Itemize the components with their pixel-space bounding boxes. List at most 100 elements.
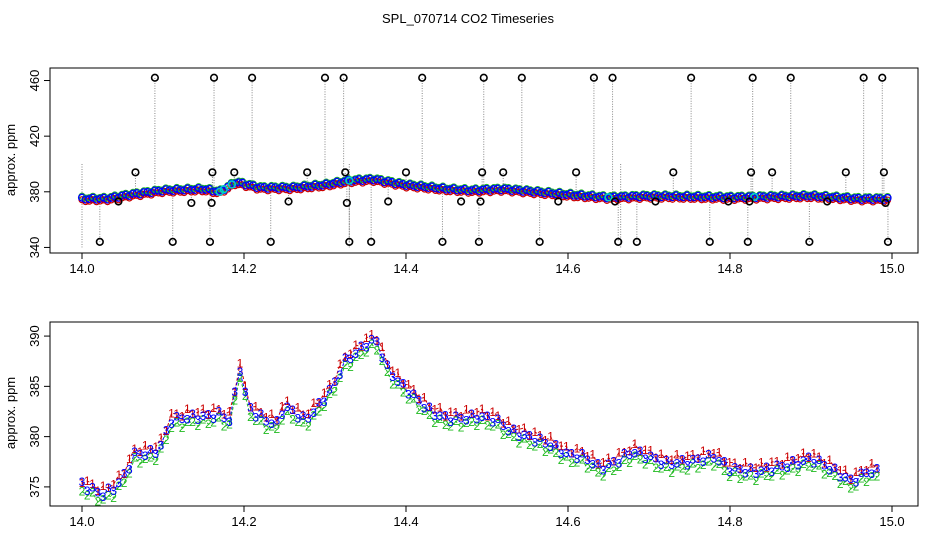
bottom-panel-marker-2: 2 <box>205 417 212 431</box>
bottom-panel-marker-3: 3 <box>810 457 817 471</box>
bottom-panel-marker-2: 2 <box>194 419 201 433</box>
bottom-panel-marker-1: 1 <box>647 443 654 457</box>
bottom-panel-marker-1: 1 <box>337 357 344 371</box>
bottom-panel-marker-2: 2 <box>295 415 302 429</box>
bottom-panel-marker-1: 1 <box>126 452 133 466</box>
bottom-panel-marker-1: 1 <box>137 445 144 459</box>
bottom-panel-marker-2: 2 <box>710 459 717 473</box>
bottom-panel-marker-3: 3 <box>568 446 575 460</box>
top-panel-outlier <box>168 237 177 246</box>
bottom-panel-marker-3: 3 <box>163 423 170 437</box>
bottom-panel-marker-2: 2 <box>479 413 486 427</box>
bottom-panel-marker-2: 2 <box>300 416 307 430</box>
bottom-panel-marker-2: 2 <box>568 456 575 470</box>
bottom-panel-marker-3: 3 <box>121 466 128 480</box>
bottom-panel-marker-3: 3 <box>505 425 512 439</box>
bottom-panel-marker-2: 2 <box>89 486 96 500</box>
bottom-panel-frame <box>49 321 919 507</box>
bottom-panel-marker-1: 1 <box>732 456 739 470</box>
bottom-panel-x-axis: 14.0 14.2 14.4 14.6 14.8 15.0 <box>69 506 905 529</box>
top-panel-point <box>580 192 590 201</box>
bottom-panel-marker-2: 2 <box>258 413 265 427</box>
bottom-panel-marker-1: 1 <box>221 408 228 422</box>
bottom-panel-marker-2: 2 <box>616 460 623 474</box>
bottom-panel-marker-1: 1 <box>658 447 665 461</box>
bottom-panel-marker-2: 2 <box>700 458 707 472</box>
bottom-panel-marker-1: 1 <box>105 481 112 495</box>
bottom-panel-marker-2: 2 <box>447 419 454 433</box>
bottom-panel-marker-1: 1 <box>537 429 544 443</box>
top-panel-y-axis: 340 380 420 460 <box>27 70 50 258</box>
bottom-panel-marker-3: 3 <box>368 332 375 346</box>
top-panel-outlier <box>401 168 411 177</box>
top-panel-outlier <box>320 73 330 82</box>
bottom-panel-marker-3: 3 <box>152 447 159 461</box>
bottom-panel-marker-3: 3 <box>384 358 391 372</box>
bottom-panel-marker-2: 2 <box>526 438 533 452</box>
bottom-panel-marker-3: 3 <box>300 409 307 423</box>
bottom-panel-marker-2: 2 <box>458 421 465 435</box>
bottom-panel-marker-3: 3 <box>116 476 123 490</box>
bottom-panel-marker-2: 2 <box>189 415 196 429</box>
bottom-panel-marker-2: 2 <box>437 412 444 426</box>
bottom-panel-marker-2: 2 <box>105 489 112 503</box>
top-panel-point <box>187 185 196 194</box>
top-panel-x-tick-label: 14.6 <box>555 261 580 276</box>
bottom-panel-marker-1: 1 <box>79 476 86 490</box>
bottom-panel-marker-3: 3 <box>305 411 312 425</box>
top-panel-point <box>453 186 462 195</box>
top-panel-outlier <box>248 73 257 82</box>
bottom-panel-marker-3: 3 <box>526 428 533 442</box>
bottom-panel-marker-3: 3 <box>626 448 633 462</box>
bottom-panel-marker-2: 2 <box>368 337 375 351</box>
bottom-panel-marker-3: 3 <box>200 409 207 423</box>
bottom-panel-marker-1: 1 <box>726 455 733 469</box>
bottom-panel-marker-2: 2 <box>816 458 823 472</box>
bottom-panel-marker-2: 2 <box>679 461 686 475</box>
bottom-panel-marker-3: 3 <box>484 409 491 423</box>
top-panel-outlier <box>95 237 104 246</box>
bottom-panel-marker-1: 1 <box>231 386 238 400</box>
top-panel-outlier <box>476 197 485 206</box>
bottom-panel-marker-1: 1 <box>273 414 280 428</box>
bottom-panel-marker-2: 2 <box>158 441 165 455</box>
bottom-panel-marker-3: 3 <box>679 452 686 466</box>
bottom-panel-marker-3: 3 <box>179 412 186 426</box>
bottom-panel-marker-1: 1 <box>789 454 796 468</box>
bottom-panel-marker-3: 3 <box>147 442 154 456</box>
bottom-panel-marker-2: 2 <box>163 433 170 447</box>
bottom-panel-marker-1: 1 <box>163 424 170 438</box>
bottom-panel-x-tick-label: 14.0 <box>69 514 94 529</box>
bottom-panel-marker-3: 3 <box>621 447 628 461</box>
bottom-panel-marker-3: 3 <box>716 454 723 468</box>
bottom-panel-marker-2: 2 <box>321 400 328 414</box>
top-panel-point <box>303 182 313 191</box>
top-panel-outlier <box>284 197 293 206</box>
bottom-panel-marker-2: 2 <box>210 416 217 430</box>
bottom-panel-marker-2: 2 <box>847 482 854 496</box>
bottom-panel-marker-2: 2 <box>737 472 744 486</box>
bottom-panel-marker-2: 2 <box>626 456 633 470</box>
bottom-panel-marker-2: 2 <box>289 413 296 427</box>
bottom-panel-marker-1: 1 <box>868 456 875 470</box>
bottom-panel-marker-2: 2 <box>331 384 338 398</box>
bottom-panel-marker-1: 1 <box>421 391 428 405</box>
bottom-panel-marker-3: 3 <box>753 467 760 481</box>
bottom-panel-marker-3: 3 <box>474 412 481 426</box>
bottom-panel-marker-3: 3 <box>816 453 823 467</box>
bottom-panel-marker-1: 1 <box>784 450 791 464</box>
bottom-panel-marker-3: 3 <box>347 352 354 366</box>
bottom-panel-marker-3: 3 <box>268 417 275 431</box>
bottom-panel-marker-1: 1 <box>874 462 881 476</box>
bottom-panel-marker-2: 2 <box>326 387 333 401</box>
bottom-panel-marker-2: 2 <box>605 461 612 475</box>
top-panel-outlier <box>878 73 887 82</box>
bottom-panel-marker-3: 3 <box>184 413 191 427</box>
bottom-panel-marker-2: 2 <box>631 449 638 463</box>
bottom-panel-marker-3: 3 <box>126 462 133 476</box>
bottom-panel-marker-3: 3 <box>452 409 459 423</box>
bottom-panel-marker-2: 2 <box>668 466 675 480</box>
bottom-panel-marker-1: 1 <box>358 340 365 354</box>
bottom-panel-marker-3: 3 <box>821 459 828 473</box>
